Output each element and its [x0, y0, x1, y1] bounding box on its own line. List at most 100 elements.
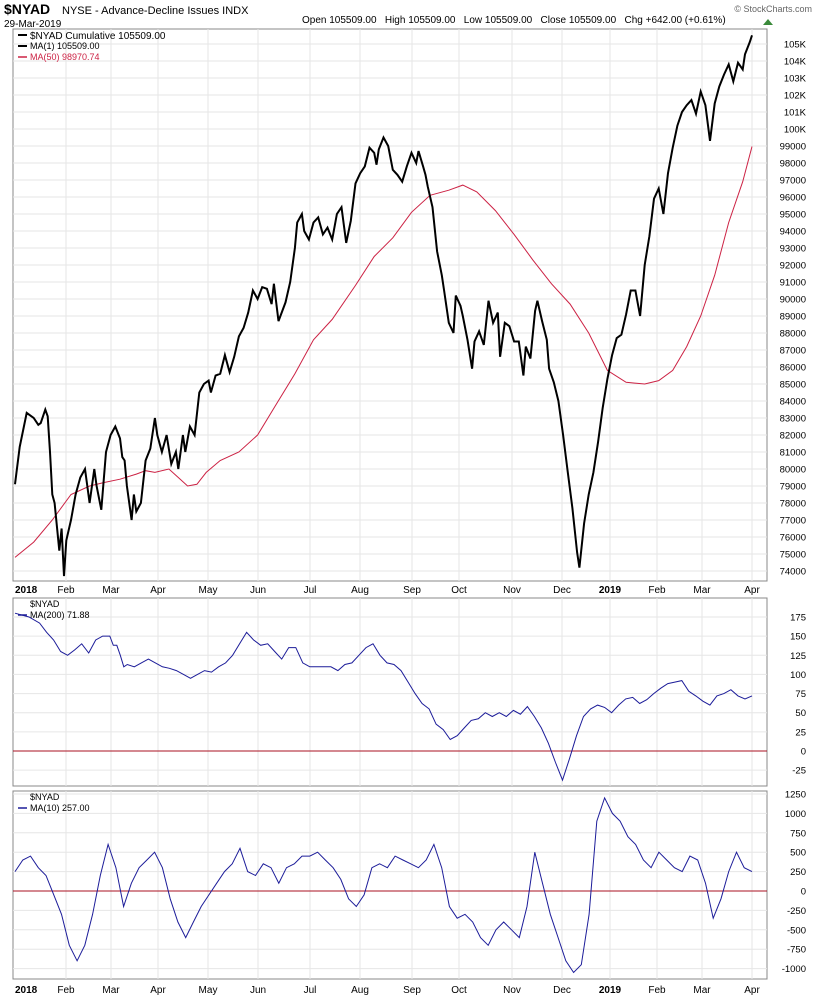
x-tick-label: May — [199, 985, 218, 996]
y-tick-label: 81000 — [780, 448, 806, 459]
y-tick-label: 150 — [790, 632, 806, 643]
chart-date: 29-Mar-2019 — [4, 19, 62, 30]
x-tick-label: Mar — [693, 585, 711, 596]
y-tick-label: 87000 — [780, 346, 806, 357]
y-tick-label: 91000 — [780, 278, 806, 289]
low-legend-ma: MA(10) 257.00 — [30, 803, 90, 813]
x-tick-label: 2018 — [15, 585, 38, 596]
ma200-panel: -25 0 25 50 75 100 125 150 175 $NYAD MA(200) 71.… — [12, 597, 806, 787]
y-tick-label: 101K — [784, 108, 807, 119]
y-tick-label: -1000 — [782, 964, 806, 975]
y-tick-label: 82000 — [780, 431, 806, 442]
y-tick-label: 1250 — [785, 790, 806, 801]
x-tick-label: Feb — [57, 585, 75, 596]
bottom-x-axis: 2018 Feb Mar Apr May Jun Jul Aug Sep Oct Nov Dec 201… — [15, 985, 760, 996]
x-tick-label: Jul — [304, 585, 317, 596]
x-tick-label: Mar — [102, 985, 120, 996]
y-tick-label: 25 — [795, 727, 806, 738]
y-tick-label: 80000 — [780, 465, 806, 476]
y-tick-label: 97000 — [780, 176, 806, 187]
y-tick-label: -25 — [792, 766, 806, 777]
y-tick-label: 86000 — [780, 363, 806, 374]
x-tick-label: Nov — [503, 985, 521, 996]
main-grid — [13, 29, 767, 581]
x-tick-label: Aug — [351, 585, 369, 596]
low-panel-frame — [12, 790, 768, 980]
y-tick-label: 104K — [784, 57, 807, 68]
y-tick-label: 89000 — [780, 312, 806, 323]
x-tick-label: 2018 — [15, 985, 38, 996]
main-legend: $NYAD Cumulative 105509.00 MA(1) 105509.… — [18, 31, 166, 62]
symbol-title: $NYAD — [4, 1, 50, 17]
mid-legend-symbol: $NYAD — [30, 599, 60, 609]
x-tick-label: Sep — [403, 585, 421, 596]
y-tick-label: 99000 — [780, 142, 806, 153]
main-x-axis: 2018 Feb Mar Apr May Jun Jul Aug Sep Oct Nov Dec 201… — [15, 585, 760, 596]
x-tick-label: Apr — [150, 585, 166, 596]
y-tick-label: 76000 — [780, 533, 806, 544]
x-tick-label: Mar — [693, 985, 711, 996]
ma50-line — [14, 146, 753, 558]
x-tick-label: Oct — [451, 985, 467, 996]
x-tick-label: Nov — [503, 585, 521, 596]
low-grid — [13, 791, 767, 979]
y-tick-label: 0 — [801, 887, 806, 898]
y-tick-label: 102K — [784, 91, 807, 102]
low-legend-symbol: $NYAD — [30, 792, 60, 802]
main-panel: 74000 75000 76000 77000 78000 79000 80000 81000… — [12, 28, 807, 582]
low-y-axis: -1000 -750 -500 -250 0 250 500 750 1000 1250 — [782, 790, 806, 976]
x-tick-label: Apr — [744, 585, 760, 596]
x-tick-label: Aug — [351, 985, 369, 996]
mid-grid — [13, 598, 767, 786]
y-tick-label: 75 — [795, 689, 806, 700]
y-tick-label: 85000 — [780, 380, 806, 391]
mid-y-axis: -25 0 25 50 75 100 125 150 175 — [790, 613, 806, 777]
x-tick-label: Apr — [744, 985, 760, 996]
y-tick-label: 83000 — [780, 414, 806, 425]
y-tick-label: 100K — [784, 125, 807, 136]
y-tick-label: 94000 — [780, 227, 806, 238]
mid-panel-frame — [12, 597, 768, 787]
ma200-line — [14, 612, 753, 782]
x-tick-label: 2019 — [599, 985, 622, 996]
y-tick-label: 0 — [801, 747, 806, 758]
expand-icon[interactable] — [763, 19, 773, 25]
x-tick-label: Feb — [57, 985, 75, 996]
y-tick-label: 88000 — [780, 329, 806, 340]
x-tick-label: Oct — [451, 585, 467, 596]
x-tick-label: Dec — [553, 585, 571, 596]
x-tick-label: 2019 — [599, 585, 622, 596]
y-tick-label: 95000 — [780, 210, 806, 221]
y-tick-label: 50 — [795, 708, 806, 719]
y-tick-label: 84000 — [780, 397, 806, 408]
main-y-axis: 74000 75000 76000 77000 78000 79000 80000 81000… — [780, 40, 807, 578]
y-tick-label: -250 — [787, 906, 806, 917]
y-tick-label: 74000 — [780, 567, 806, 578]
y-tick-label: 175 — [790, 613, 806, 624]
ma10-panel: -1000 -750 -500 -250 0 250 500 750 1000 1250 $NYA… — [12, 790, 806, 980]
y-tick-label: 125 — [790, 651, 806, 662]
y-tick-label: -750 — [787, 945, 806, 956]
x-tick-label: Jun — [250, 985, 266, 996]
legend-ma1: MA(1) 105509.00 — [30, 41, 100, 51]
x-tick-label: Apr — [150, 985, 166, 996]
y-tick-label: 75000 — [780, 550, 806, 561]
y-tick-label: 250 — [790, 867, 806, 878]
y-tick-label: 79000 — [780, 482, 806, 493]
watermark: © StockCharts.com — [734, 4, 812, 14]
y-tick-label: -500 — [787, 925, 806, 936]
price-line — [14, 34, 753, 577]
x-tick-label: Jun — [250, 585, 266, 596]
y-tick-label: 100 — [790, 670, 806, 681]
y-tick-label: 90000 — [780, 295, 806, 306]
y-tick-label: 93000 — [780, 244, 806, 255]
y-tick-label: 750 — [790, 828, 806, 839]
ohlc-readout: Open 105509.00 High 105509.00 Low 105509… — [302, 15, 726, 26]
x-tick-label: Feb — [648, 585, 666, 596]
y-tick-label: 78000 — [780, 499, 806, 510]
x-tick-label: Mar — [102, 585, 120, 596]
x-tick-label: Sep — [403, 985, 421, 996]
y-tick-label: 1000 — [785, 809, 806, 820]
y-tick-label: 98000 — [780, 159, 806, 170]
y-tick-label: 500 — [790, 848, 806, 859]
